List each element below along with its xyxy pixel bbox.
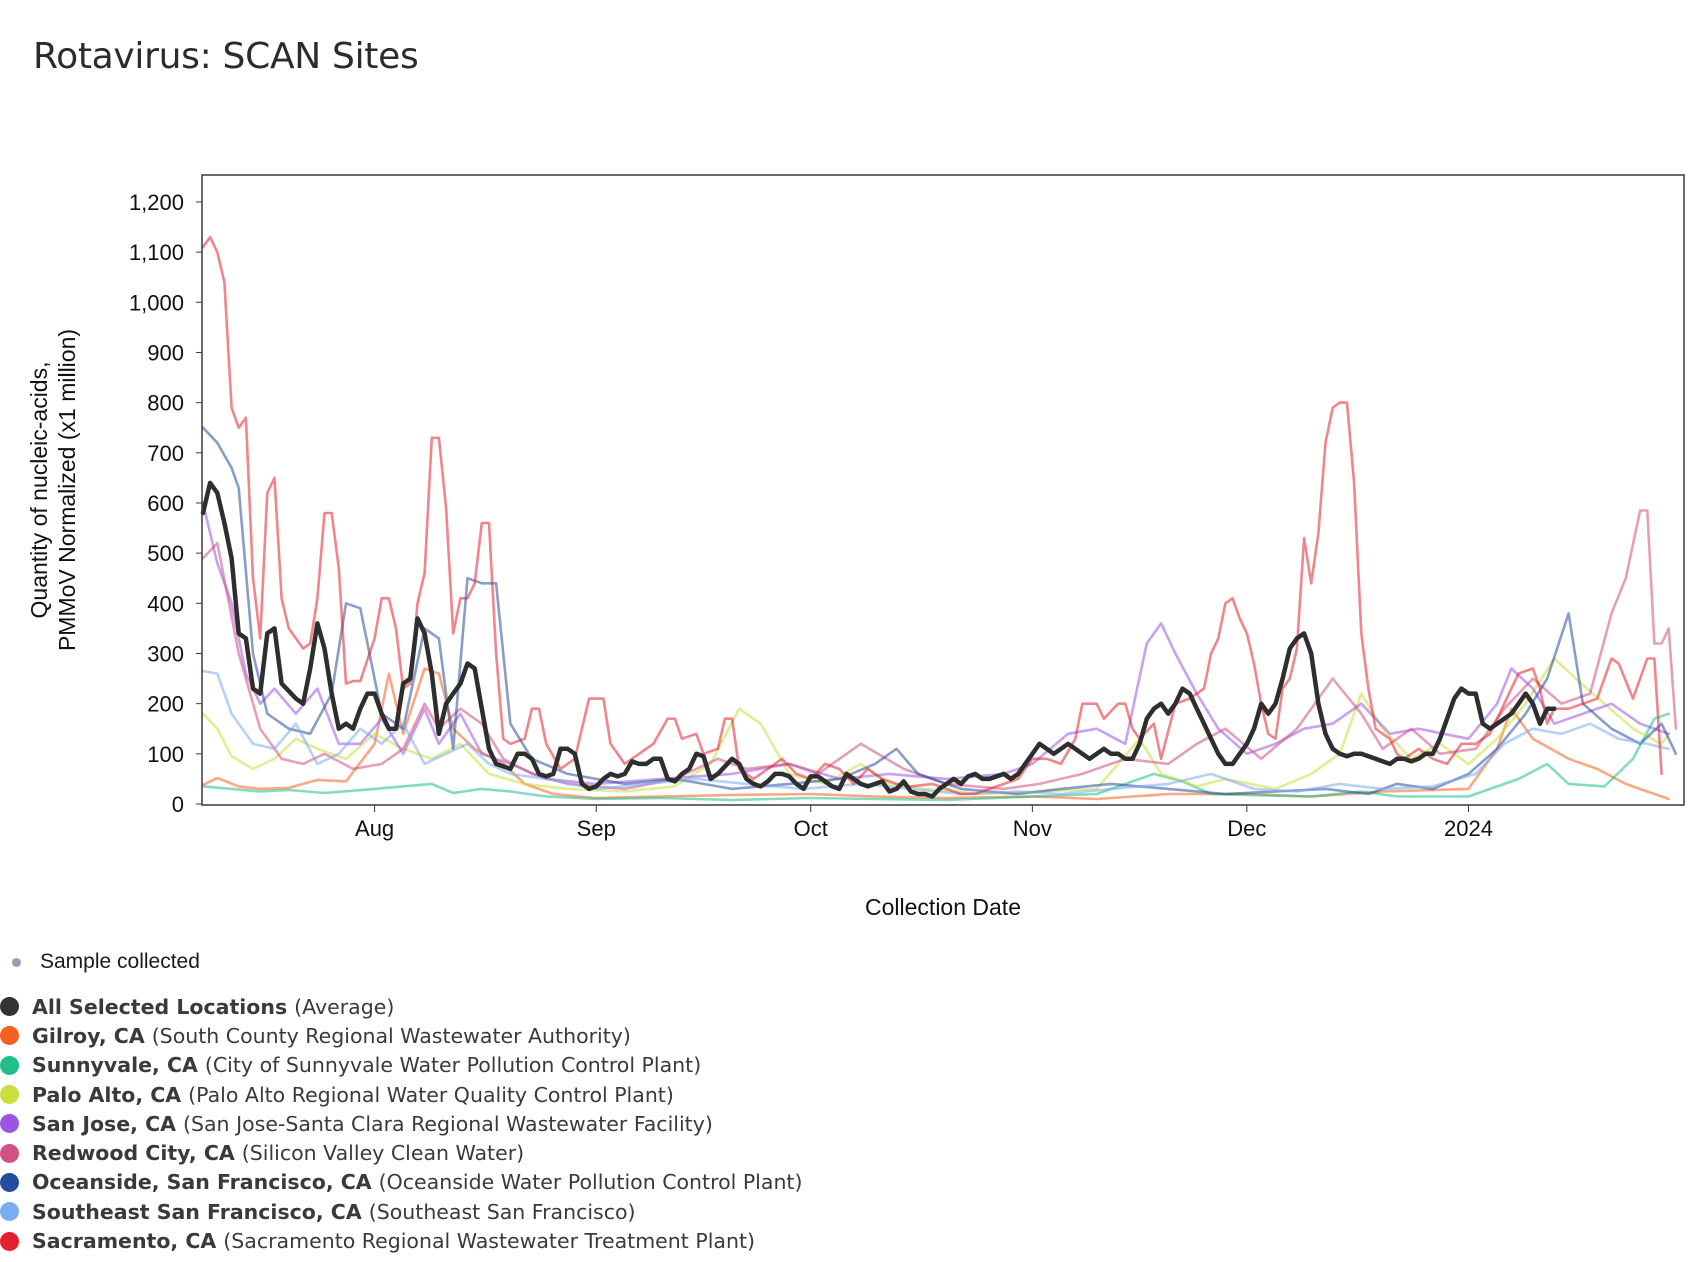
legend-dot-icon (0, 1085, 19, 1105)
x-axis: Aug Sep Oct Nov Dec 2024 (355, 805, 1493, 841)
legend-item[interactable]: Sunnyvale, CA (City of Sunnyvale Water Po… (0, 1051, 802, 1080)
legend-item-name: Oceanside, San Francisco, CA (32, 1170, 372, 1195)
legend-dot-icon (0, 1231, 19, 1251)
y-tick-label: 400 (147, 591, 184, 616)
legend-item[interactable]: Redwood City, CA (Silicon Valley Clean Wa… (0, 1138, 802, 1167)
x-axis-title: Collection Date (865, 894, 1021, 920)
legend-item[interactable]: Sacramento, CA (Sacramento Regional Waste… (0, 1226, 802, 1255)
y-axis-title-line-2: PMMoV Normalized (x1 million) (54, 329, 80, 651)
y-axis-title-line-1: Quantity of nucleic-acids, (26, 362, 52, 619)
x-tick-label: Dec (1227, 816, 1266, 841)
legend-item-description: (Average) (294, 994, 395, 1019)
page-title: Rotavirus: SCAN Sites (33, 36, 419, 77)
legend-item-description: (San Jose-Santa Clara Regional Wastewate… (182, 1111, 713, 1136)
legend-sample-collected: Sample collected (12, 950, 200, 974)
y-tick-label: 900 (147, 340, 184, 365)
series-line-all-selected-locations (200, 480, 1557, 799)
series-line-oceanside-san-francisco-ca (201, 426, 1678, 796)
legend-item-description: (Oceanside Water Pollution Control Plant… (378, 1170, 803, 1195)
y-tick-label: 1,000 (129, 290, 184, 315)
legend-item-description: (Southeast San Francisco) (368, 1199, 636, 1224)
y-tick-label: 500 (147, 541, 184, 566)
legend-dot-icon (0, 1172, 19, 1192)
y-tick-label: 700 (147, 441, 184, 466)
legend-item-description: (South County Regional Wastewater Author… (151, 1023, 631, 1048)
series-line-sunnyvale-ca (201, 712, 1670, 802)
chart: 0 100 200 300 400 500 600 700 800 900 1,000 1,100 1,… (26, 174, 1685, 920)
legend-item-name: Gilroy, CA (32, 1023, 145, 1048)
x-tick-label: Sep (577, 816, 616, 841)
series-line-san-jose-ca (201, 501, 1670, 786)
sample-collected-dot-icon (12, 957, 21, 967)
legend-item-name: Sacramento, CA (32, 1229, 217, 1254)
legend-item-description: (Silicon Valley Clean Water) (241, 1141, 525, 1166)
legend-item-name: All Selected Locations (32, 994, 288, 1019)
y-tick-label: 800 (147, 391, 184, 416)
y-tick-label: 600 (147, 491, 184, 516)
x-tick-label: Nov (1013, 816, 1052, 841)
y-tick-label: 100 (147, 742, 184, 767)
sample-collected-label: Sample collected (40, 950, 200, 973)
y-axis-title: Quantity of nucleic-acids, PMMoV Normali… (26, 329, 80, 651)
legend-item[interactable]: Gilroy, CA (South County Regional Wastewa… (0, 1021, 802, 1050)
y-tick-label: 300 (147, 641, 184, 666)
legend-dot-icon (0, 1114, 19, 1134)
legend-item-description: (City of Sunnyvale Water Pollution Contr… (204, 1053, 702, 1078)
x-tick-label: 2024 (1444, 816, 1493, 841)
legend-item[interactable]: All Selected Locations (Average) (0, 992, 802, 1021)
legend-list: All Selected Locations (Average) Gilroy, C… (0, 992, 802, 1256)
legend-item-name: Palo Alto, CA (32, 1082, 182, 1107)
legend-item[interactable]: San Jose, CA (San Jose-Santa Clara Region… (0, 1109, 802, 1138)
legend-dot-icon (0, 1202, 19, 1222)
series-lines (200, 235, 1678, 802)
y-tick-label: 0 (172, 792, 184, 817)
legend-item[interactable]: Oceanside, San Francisco, CA (Oceanside W… (0, 1168, 802, 1197)
y-tick-label: 1,200 (129, 190, 184, 215)
legend-dot-icon (0, 1026, 19, 1046)
series-line-southeast-san-francisco-ca (201, 669, 1670, 796)
series-line-palo-alto-ca (201, 657, 1670, 796)
legend-item[interactable]: Southeast San Francisco, CA (Southeast Sa… (0, 1197, 802, 1226)
legend-item-name: Sunnyvale, CA (32, 1053, 198, 1078)
legend-dot-icon (0, 1055, 19, 1075)
legend-item-description: (Palo Alto Regional Water Quality Contro… (188, 1082, 674, 1107)
legend-item-name: Redwood City, CA (32, 1141, 235, 1166)
series-line-redwood-city-ca (201, 509, 1678, 791)
plot-frame (201, 174, 1685, 806)
legend-item-description: (Sacramento Regional Wastewater Treatmen… (223, 1229, 755, 1254)
y-tick-label: 1,100 (129, 240, 184, 265)
x-tick-label: Oct (794, 816, 828, 841)
legend-dot-icon (0, 1143, 19, 1163)
legend-item-name: Southeast San Francisco, CA (32, 1199, 362, 1224)
legend-dot-icon (0, 997, 19, 1017)
x-tick-label: Aug (355, 816, 394, 841)
legend-item[interactable]: Palo Alto, CA (Palo Alto Regional Water Q… (0, 1080, 802, 1109)
y-tick-label: 200 (147, 692, 184, 717)
legend-item-name: San Jose, CA (32, 1111, 176, 1136)
y-axis: 0 100 200 300 400 500 600 700 800 900 1,000 1,100 1,… (129, 190, 202, 817)
